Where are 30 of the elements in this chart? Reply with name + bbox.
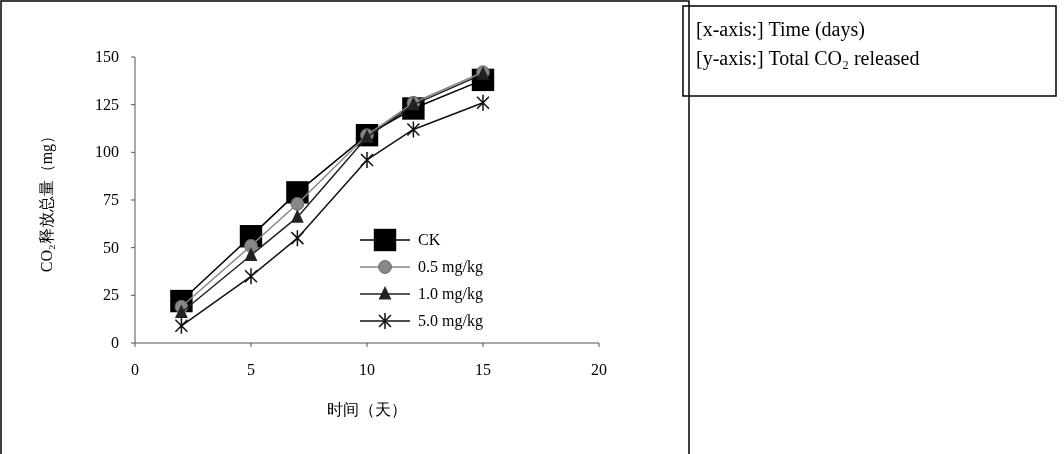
point — [290, 196, 305, 211]
legend-label: 5.0 mg/kg — [418, 312, 483, 330]
y-tick-label: 50 — [103, 238, 119, 256]
y-axis-title: CO₂释放总量（mg） — [38, 127, 56, 273]
point — [291, 209, 304, 223]
point — [174, 317, 189, 335]
point — [360, 151, 374, 169]
x-tick-label: 15 — [475, 361, 491, 378]
legend-label: 1.0 mg/kg — [418, 285, 483, 303]
point — [175, 304, 188, 319]
y-tick-label: 100 — [95, 143, 119, 161]
x-tick-label: 20 — [591, 361, 607, 378]
y-tick-label: 25 — [103, 286, 119, 304]
x-axis-title: 时间（天） — [327, 401, 407, 418]
legend-label: CK — [418, 231, 441, 248]
x-tick-label: 0 — [131, 361, 139, 378]
text: [y-axis:] Total CO₂ released — [696, 47, 920, 70]
point — [406, 120, 421, 139]
legend-label: 0.5 mg/kg — [418, 258, 483, 276]
x-tick-label: 10 — [359, 361, 375, 378]
point — [290, 229, 305, 247]
point — [476, 94, 490, 112]
x-tick-label: 5 — [247, 361, 255, 378]
y-tick-label: 125 — [95, 95, 119, 113]
y-tick-label: 0 — [111, 334, 119, 351]
point — [244, 267, 258, 286]
y-tick-label: 75 — [103, 191, 119, 208]
text: [x-axis:] Time (days) — [696, 18, 865, 41]
point — [244, 247, 258, 261]
y-tick-label: 150 — [95, 48, 119, 65]
